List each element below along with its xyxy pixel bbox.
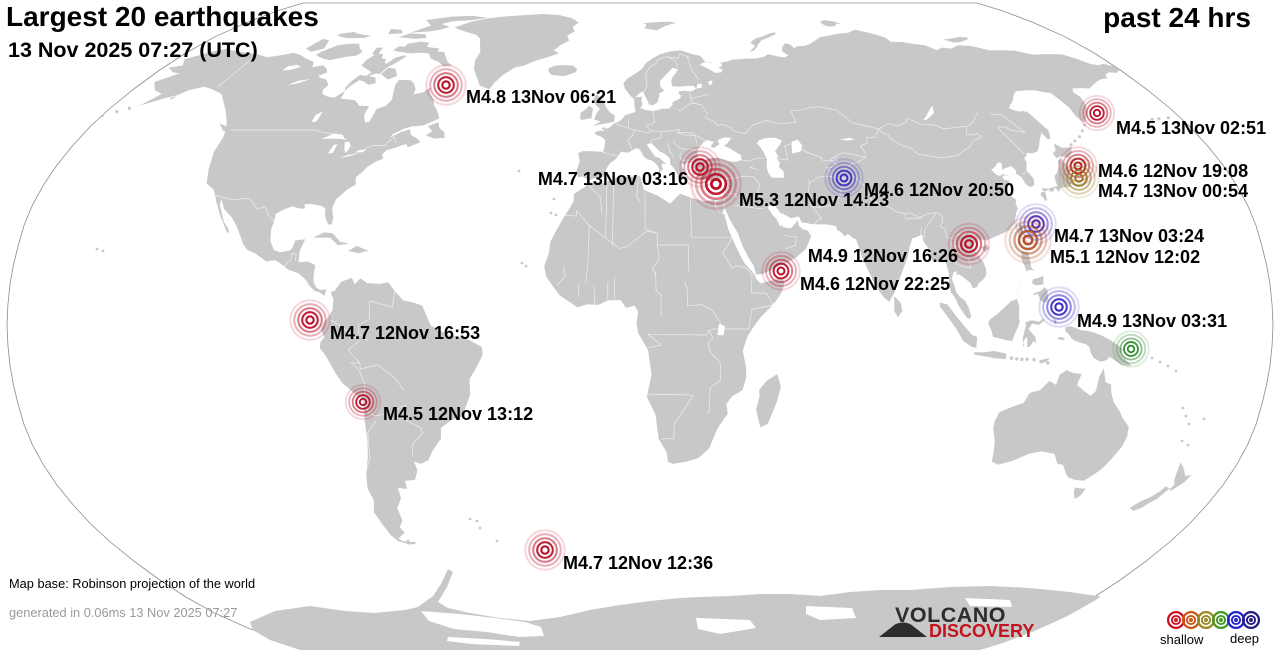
svg-text:M5.3 12Nov 14:23: M5.3 12Nov 14:23 <box>739 190 889 210</box>
svg-text:M4.6 12Nov 22:25: M4.6 12Nov 22:25 <box>800 274 950 294</box>
svg-text:M5.1 12Nov 12:02: M5.1 12Nov 12:02 <box>1050 247 1200 267</box>
svg-text:M4.7 12Nov 12:36: M4.7 12Nov 12:36 <box>563 553 713 573</box>
svg-text:M4.6 12Nov 19:08: M4.6 12Nov 19:08 <box>1098 161 1248 181</box>
svg-text:shallow: shallow <box>1160 632 1204 647</box>
svg-text:M4.9 13Nov 03:31: M4.9 13Nov 03:31 <box>1077 311 1227 331</box>
svg-text:M4.7 13Nov 03:24: M4.7 13Nov 03:24 <box>1054 226 1204 246</box>
svg-text:M4.5 13Nov 02:51: M4.5 13Nov 02:51 <box>1116 118 1266 138</box>
svg-text:M4.5 12Nov 13:12: M4.5 12Nov 13:12 <box>383 404 533 424</box>
svg-text:VOLCANO: VOLCANO <box>895 603 1006 627</box>
svg-text:M4.7 12Nov 16:53: M4.7 12Nov 16:53 <box>330 323 480 343</box>
svg-text:deep: deep <box>1230 631 1259 646</box>
svg-text:DISCOVERY: DISCOVERY <box>929 621 1034 641</box>
svg-text:M4.9 12Nov 16:26: M4.9 12Nov 16:26 <box>808 246 958 266</box>
svg-text:M4.6 12Nov 20:50: M4.6 12Nov 20:50 <box>864 180 1014 200</box>
svg-text:M4.7 13Nov 00:54: M4.7 13Nov 00:54 <box>1098 181 1248 201</box>
svg-text:M4.8 13Nov 06:21: M4.8 13Nov 06:21 <box>466 87 616 107</box>
svg-text:M4.7 13Nov 03:16: M4.7 13Nov 03:16 <box>538 169 688 189</box>
